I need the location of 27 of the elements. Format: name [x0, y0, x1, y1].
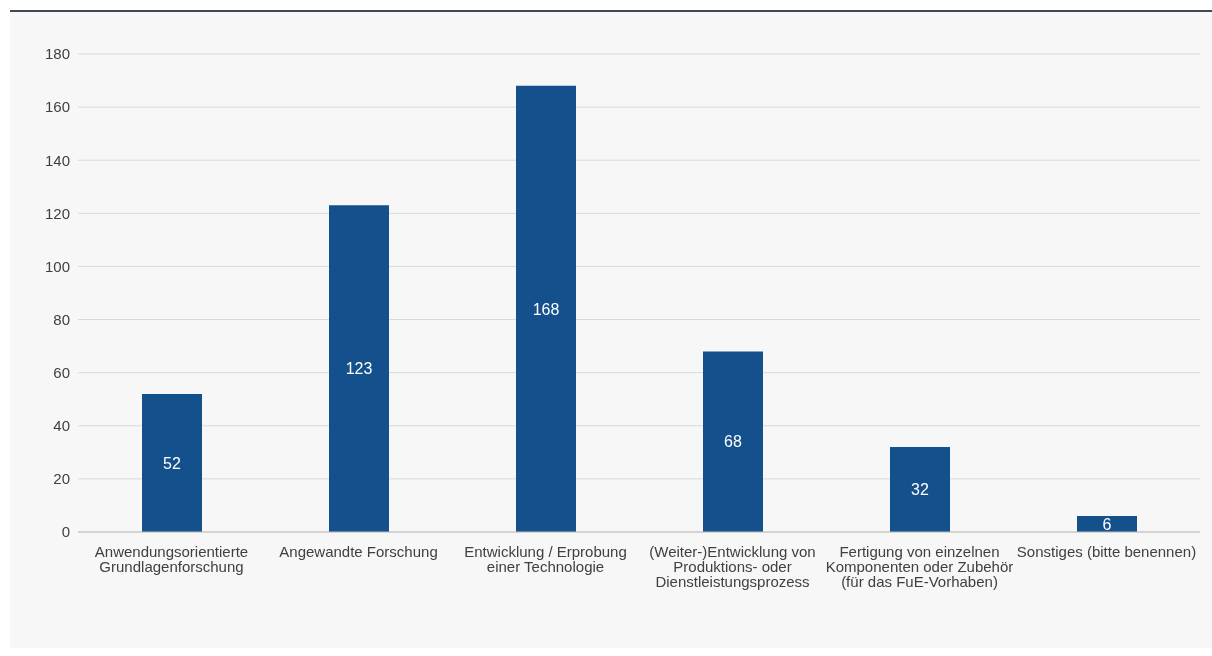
bar — [142, 393, 202, 532]
x-tick-label: Anwendungsorientierte Grundlagenforschung — [94, 542, 249, 575]
y-tick-label: 160 — [44, 98, 70, 116]
bar — [329, 205, 389, 532]
bar — [516, 85, 576, 532]
bar — [703, 351, 763, 532]
y-tick-label: 100 — [44, 257, 70, 275]
data-label: 168 — [532, 300, 560, 318]
data-label: 6 — [1102, 515, 1112, 533]
x-tick-label: (Weiter-)Entwicklung von Produktions- oder Dienstleistungsprozess — [649, 542, 816, 590]
y-tick-label: 0 — [61, 523, 70, 541]
y-tick-label: 80 — [53, 310, 70, 328]
y-tick-label: 120 — [44, 204, 70, 222]
data-label: 68 — [724, 433, 742, 451]
bar — [890, 447, 950, 532]
y-tick-label: 40 — [53, 417, 70, 435]
data-label: 123 — [345, 360, 373, 378]
y-tick-label: 20 — [53, 470, 70, 488]
y-tick-label: 180 — [44, 45, 70, 63]
y-tick-label: 140 — [44, 151, 70, 169]
data-label: 52 — [163, 454, 181, 472]
x-tick-label: Entwicklung / Erprobung einer Technologie — [464, 542, 627, 575]
x-tick-label: Angewandte Forschung — [279, 542, 438, 560]
data-label: 32 — [911, 481, 929, 499]
x-tick-label: Fertigung von einzelnen Komponenten oder Zubehör (für das FuE-Vorhaben) — [825, 542, 1014, 590]
x-tick-label: Sonstiges (bitte benennen) — [1016, 542, 1197, 560]
y-tick-label: 60 — [53, 363, 70, 381]
